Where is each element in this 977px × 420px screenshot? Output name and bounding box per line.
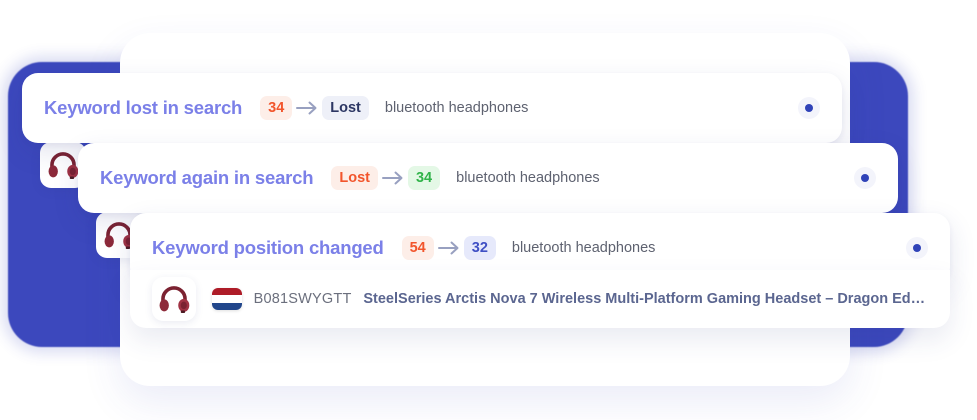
arrow-right-icon [378, 171, 408, 185]
position-from-badge: 34 [260, 96, 293, 120]
position-to-badge: Lost [322, 96, 369, 120]
card-title: Keyword again in search [100, 167, 314, 188]
status-dot-icon[interactable] [854, 167, 876, 189]
keyword-text: bluetooth headphones [511, 240, 656, 256]
arrow-right-icon [292, 101, 322, 115]
position-from-badge: 54 [401, 236, 434, 260]
status-dot-icon[interactable] [798, 97, 820, 119]
position-from-badge: Lost [331, 166, 378, 190]
notification-card[interactable]: Keyword again in search Lost 34 bluetoot… [78, 143, 898, 213]
position-to-badge: 32 [463, 236, 496, 260]
card-title: Keyword position changed [152, 237, 384, 258]
status-dot-icon[interactable] [906, 237, 928, 259]
headphones-thumbnail [152, 277, 196, 321]
netherlands-flag-icon [211, 288, 242, 310]
card-title: Keyword lost in search [44, 97, 243, 118]
notification-card[interactable]: Keyword lost in search 34 Lost bluetooth… [22, 73, 842, 143]
keyword-text: bluetooth headphones [456, 170, 600, 186]
keyword-text: bluetooth headphones [384, 100, 529, 116]
arrow-right-icon [434, 241, 464, 255]
product-row[interactable]: B081SWYGTT SteelSeries Arctis Nova 7 Wir… [130, 270, 950, 328]
product-asin: B081SWYGTT [253, 291, 352, 307]
position-to-badge: 34 [407, 166, 441, 190]
product-title: SteelSeries Arctis Nova 7 Wireless Multi… [363, 291, 928, 307]
